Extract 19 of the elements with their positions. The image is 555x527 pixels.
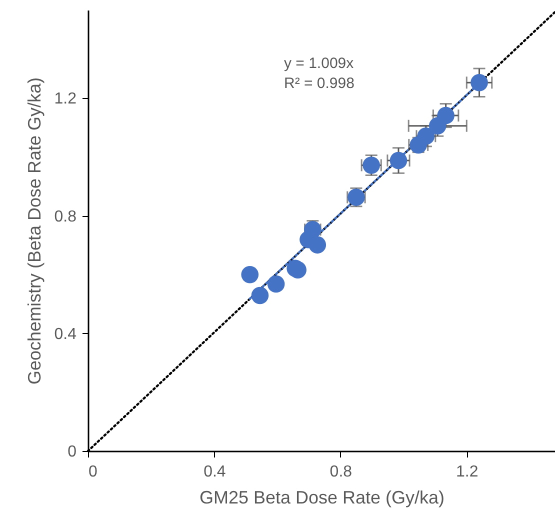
- y-tick-label: 1.2: [54, 90, 77, 108]
- point: [241, 266, 259, 284]
- x-tick-label: 0.4: [204, 464, 226, 480]
- point: [267, 275, 285, 293]
- x-tick-label: 1.2: [456, 464, 478, 480]
- y-tick-label: 0.8: [54, 208, 77, 226]
- x-tick-label: 0.8: [330, 464, 352, 480]
- point: [437, 106, 454, 124]
- y-tick-label: 0.4: [54, 326, 77, 343]
- point: [308, 236, 326, 254]
- annotation: y = 1.009x: [284, 55, 354, 72]
- x-axis-title: GM25 Beta Dose Rate (Gy/ka): [199, 488, 445, 508]
- point: [470, 74, 488, 92]
- x-tick-label: 0: [88, 464, 98, 480]
- y-tick-label: 0: [68, 444, 77, 460]
- annotation: R² = 0.998: [284, 75, 354, 92]
- y-axis-title: Geochemistry (Beta Dose Rate Gy/ka): [24, 77, 44, 385]
- point: [251, 286, 269, 304]
- point: [390, 152, 408, 170]
